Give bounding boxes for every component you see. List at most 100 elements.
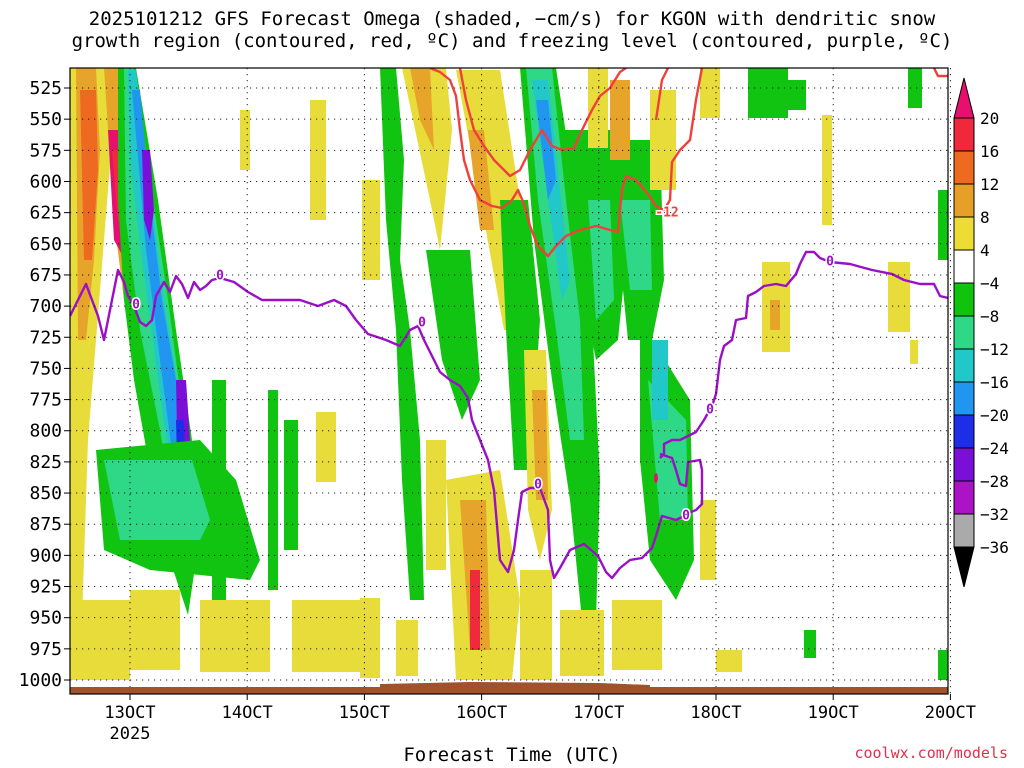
x-tick-label: 16OCT [456,703,507,723]
omega-shade [652,340,668,420]
omega-shade [938,190,948,260]
colorbar-swatch [953,150,975,185]
colorbar-swatch [953,183,975,218]
terrain-bump [380,682,650,687]
dgz-contour [654,68,670,121]
omega-shade [80,90,98,260]
y-tick-label: 900 [29,545,62,566]
omega-shade [560,610,604,676]
contour-label: 0 [216,269,224,284]
y-tick-label: 525 [29,78,62,99]
x-tick-label: 13OCT [104,703,155,723]
dgz-contour [429,68,704,258]
colorbar-label: −8 [980,307,999,326]
x-tick-label: 17OCT [573,703,624,723]
y-tick-label: 700 [29,296,62,317]
contour-label: 0 [706,403,714,418]
contour-label: 0 [826,255,834,270]
omega-shade [130,590,180,670]
colorbar-swatch [953,216,975,251]
colorbar-label: −36 [980,538,1009,557]
omega-shade [362,180,380,280]
y-tick-label: 600 [29,171,62,192]
colorbar-label: −20 [980,406,1009,425]
y-tick-label: 650 [29,234,62,255]
colorbar-label: −4 [980,274,999,293]
y-tick-label: 750 [29,358,62,379]
colorbar: 20 16 12 8 4 −4 −8 −12 −16 −20 −24 −28 −32 −36 [953,77,1009,588]
omega-shade [74,600,130,680]
omega-shade [396,620,418,676]
contour-label: 0 [534,478,542,493]
omega-shade [532,390,548,500]
x-tick-label: 18OCT [690,703,741,723]
y-tick-label: 1000 [19,670,62,691]
omega-shade [520,570,552,680]
colorbar-label: 16 [980,142,999,161]
omega-shade [240,110,250,170]
freezing-contour [659,250,948,459]
y-tick-label: 625 [29,203,62,224]
omega-shade [700,500,716,580]
y-tick-label: 775 [29,390,62,411]
omega-shade [410,68,434,150]
colorbar-swatch [953,315,975,350]
title-line-2: growth region (contoured, red, ºC) and f… [71,30,953,52]
omega-shade [426,250,480,420]
omega-shade [654,473,658,483]
omega-shade [380,68,424,600]
colorbar-swatch [953,381,975,416]
contour-label: -12 [655,206,678,221]
x-year-label: 2025 [110,724,151,744]
colorbar-label: 4 [980,241,990,260]
freezing-contour [70,268,685,580]
omega-shade [268,390,278,590]
omega-shade [310,100,326,220]
colorbar-label: 12 [980,175,999,194]
colorbar-swatch [953,117,975,152]
x-axis-label: Forecast Time (UTC) [403,744,621,766]
title-line-1: 2025101212 GFS Forecast Omega (shaded, −… [88,8,936,30]
x-tick-label: 14OCT [222,703,273,723]
y-tick-label: 925 [29,577,62,598]
omega-shade [804,630,816,658]
y-tick-label: 675 [29,265,62,286]
grid-lines [70,68,951,694]
y-tick-label: 550 [29,109,62,130]
omega-shade [760,68,776,80]
y-tick-label: 875 [29,514,62,535]
colorbar-swatch [953,480,975,515]
colorbar-label: −32 [980,505,1009,524]
contour-label: 0 [418,316,426,331]
colorbar-swatch [953,447,975,482]
colorbar-label: −16 [980,373,1009,392]
omega-shade [788,80,806,110]
colorbar-swatch [953,348,975,383]
omega-shade [938,650,948,680]
colorbar-label: −24 [980,439,1009,458]
omega-shade [142,150,154,240]
x-tick-label: 15OCT [339,703,390,723]
omega-shade [612,600,662,670]
y-tick-label: 800 [29,421,62,442]
omega-shade [426,440,446,570]
colorbar-label: −12 [980,340,1009,359]
omega-shade [284,420,298,550]
plot-area [70,68,948,680]
omega-shade [716,650,742,672]
omega-shade [536,100,556,200]
contour-label: 0 [132,298,140,313]
credit-link[interactable]: coolwx.com/models [854,744,1008,762]
omega-shade [470,570,480,650]
colorbar-label: 20 [980,109,999,128]
y-tick-label: 575 [29,140,62,161]
colorbar-arrow-top [953,77,975,119]
y-tick-label: 975 [29,639,62,660]
contour-label: 0 [682,509,690,524]
colorbar-label: −28 [980,472,1009,491]
omega-shade [610,80,630,160]
omega-shade [620,200,652,290]
omega-shade [104,460,210,540]
y-tick-label: 850 [29,483,62,504]
